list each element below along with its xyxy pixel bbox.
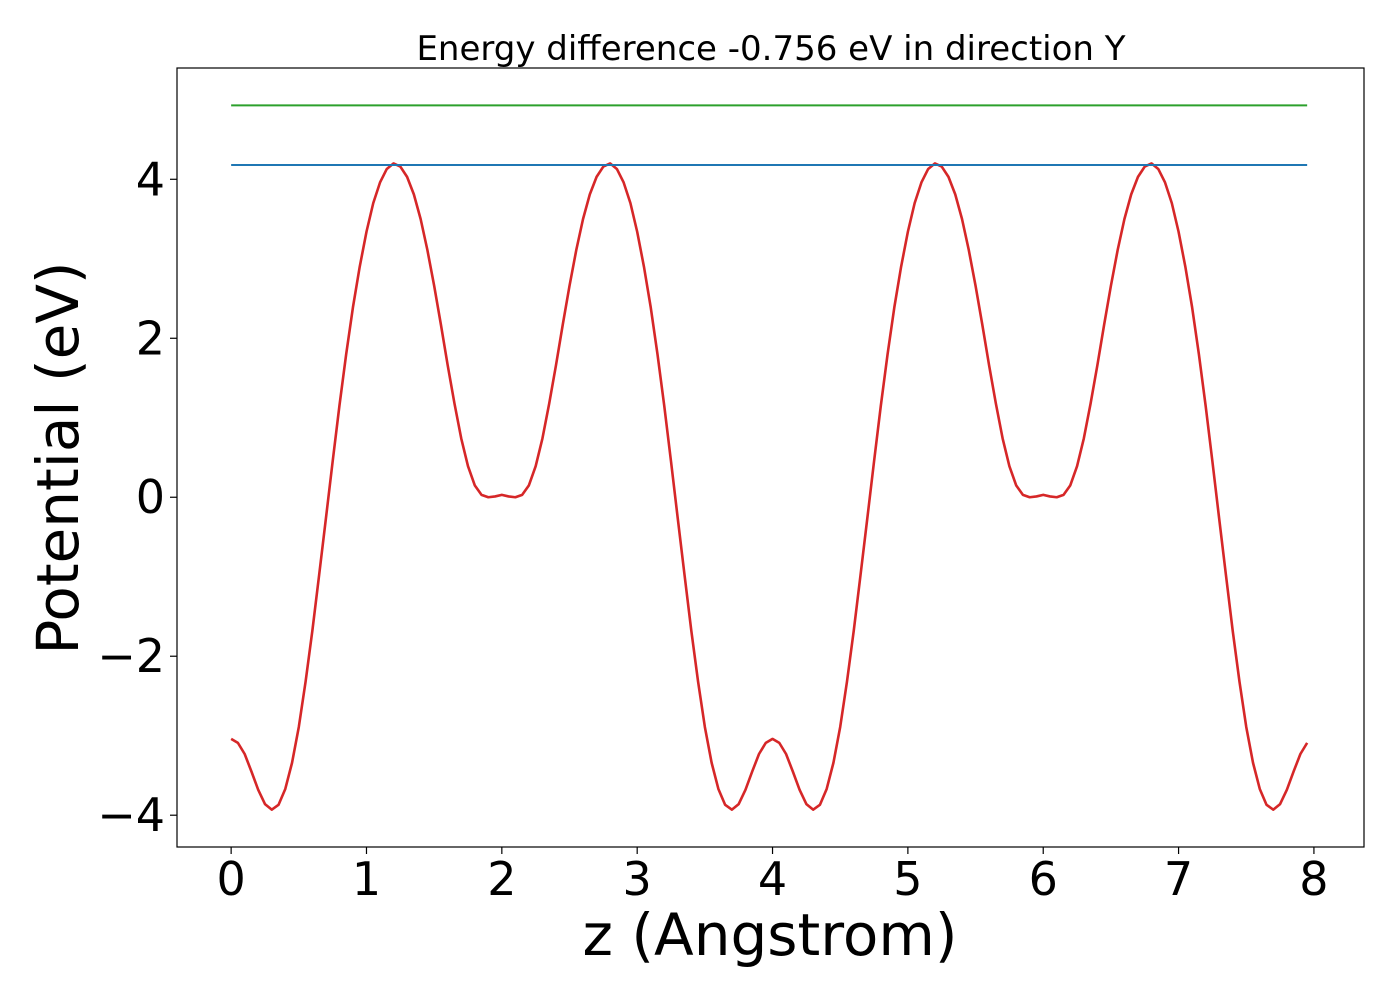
plot-area	[176, 67, 1365, 848]
y-tick-label: −4	[97, 788, 165, 842]
chart-title: Energy difference -0.756 eV in direction…	[416, 29, 1125, 69]
x-axis: 0 1 2 3 4 5 6 7 8	[216, 847, 1329, 906]
x-tick-label: 2	[487, 852, 516, 906]
series-line-0	[230, 162, 1309, 811]
y-tick-label: 0	[136, 470, 165, 524]
y-tick-label: 4	[136, 152, 165, 206]
x-tick-label: 7	[1164, 852, 1193, 906]
x-tick-label: 0	[216, 852, 245, 906]
y-axis-label: Potential (eV)	[24, 261, 92, 654]
y-axis: 4 2 0 −2 −4	[97, 152, 177, 842]
x-axis-label: z (Angstrom)	[583, 901, 958, 969]
x-tick-label: 8	[1299, 852, 1328, 906]
axes-frame	[176, 67, 1365, 848]
series-layer	[230, 104, 1309, 811]
y-tick-label: 2	[136, 311, 165, 365]
x-tick-label: 6	[1029, 852, 1058, 906]
x-tick-label: 5	[893, 852, 922, 906]
y-tick-label: −2	[97, 629, 165, 683]
x-tick-label: 3	[623, 852, 652, 906]
x-tick-label: 4	[758, 852, 787, 906]
x-tick-label: 1	[352, 852, 381, 906]
